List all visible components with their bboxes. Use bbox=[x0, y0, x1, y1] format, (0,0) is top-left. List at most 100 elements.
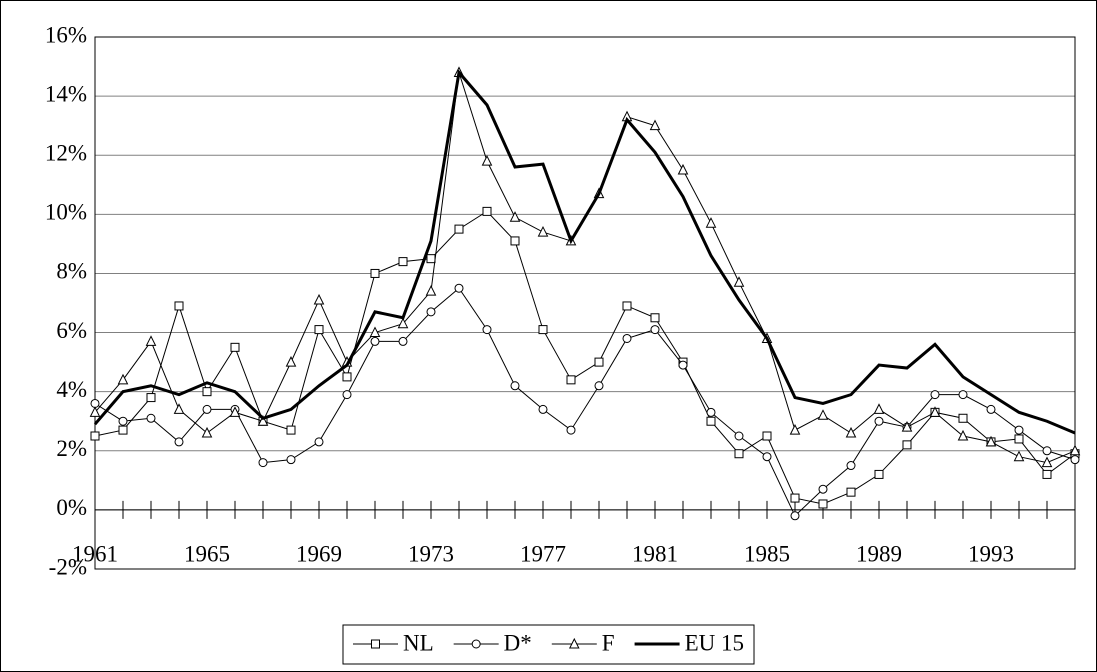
marker bbox=[985, 435, 997, 447]
legend: NL D* F EU 15 bbox=[342, 624, 755, 665]
marker bbox=[201, 426, 213, 438]
marker bbox=[481, 155, 493, 166]
y-tick-label: 8% bbox=[56, 259, 87, 284]
marker bbox=[89, 406, 101, 417]
x-tick-label: 1961 bbox=[72, 541, 118, 566]
marker bbox=[509, 211, 521, 222]
y-tick-label: 16% bbox=[45, 22, 87, 47]
marker bbox=[958, 413, 968, 423]
marker bbox=[790, 511, 800, 521]
marker bbox=[929, 406, 941, 417]
marker bbox=[229, 406, 241, 417]
marker bbox=[957, 429, 969, 441]
marker bbox=[650, 313, 660, 323]
marker bbox=[398, 336, 408, 346]
marker bbox=[1041, 456, 1053, 468]
marker bbox=[90, 431, 100, 441]
x-tick-label: 1977 bbox=[520, 541, 566, 566]
marker bbox=[622, 301, 632, 311]
marker bbox=[594, 381, 604, 391]
marker bbox=[622, 333, 632, 343]
marker bbox=[230, 342, 240, 352]
legend-box bbox=[342, 624, 755, 665]
marker bbox=[649, 119, 661, 131]
marker bbox=[482, 325, 492, 335]
marker bbox=[566, 375, 576, 385]
marker bbox=[454, 224, 464, 234]
x-tick-label: 1993 bbox=[968, 541, 1014, 566]
x-tick-label: 1989 bbox=[856, 541, 902, 566]
y-tick-label: 10% bbox=[45, 200, 87, 225]
marker bbox=[370, 268, 380, 278]
marker bbox=[510, 381, 520, 391]
marker bbox=[734, 449, 744, 459]
y-tick-label: 2% bbox=[56, 436, 87, 461]
marker bbox=[789, 423, 801, 435]
x-tick-label: 1985 bbox=[744, 541, 790, 566]
marker bbox=[677, 163, 689, 175]
marker bbox=[706, 416, 716, 426]
marker bbox=[1042, 469, 1052, 479]
marker bbox=[454, 283, 464, 293]
marker bbox=[538, 404, 548, 414]
marker bbox=[705, 217, 717, 228]
marker bbox=[173, 403, 185, 414]
series-line bbox=[94, 287, 1076, 517]
x-tick-label: 1973 bbox=[408, 541, 454, 566]
marker bbox=[762, 431, 772, 441]
marker bbox=[650, 325, 660, 335]
marker bbox=[510, 236, 520, 246]
marker bbox=[398, 257, 408, 267]
marker bbox=[342, 390, 352, 400]
marker bbox=[873, 403, 885, 414]
marker bbox=[342, 372, 352, 382]
x-tick-label: 1981 bbox=[632, 541, 678, 566]
marker bbox=[145, 335, 157, 346]
marker bbox=[762, 452, 772, 462]
marker bbox=[286, 455, 296, 465]
marker bbox=[471, 639, 481, 649]
marker bbox=[397, 317, 409, 329]
series-line bbox=[93, 69, 1076, 435]
marker bbox=[370, 336, 380, 346]
marker bbox=[285, 355, 297, 367]
marker bbox=[846, 461, 856, 471]
marker bbox=[706, 407, 716, 417]
marker bbox=[1070, 455, 1080, 465]
x-tick-label: 1969 bbox=[296, 541, 342, 566]
series-line bbox=[94, 210, 1076, 505]
marker bbox=[314, 437, 324, 447]
marker bbox=[901, 421, 913, 432]
marker bbox=[1014, 425, 1024, 435]
marker bbox=[733, 276, 745, 287]
marker bbox=[286, 425, 296, 435]
marker bbox=[566, 425, 576, 435]
marker bbox=[594, 357, 604, 367]
legend-label: NL bbox=[403, 630, 434, 655]
marker bbox=[874, 416, 884, 426]
marker bbox=[790, 493, 800, 503]
marker bbox=[117, 373, 129, 385]
marker bbox=[369, 326, 381, 338]
y-tick-label: 4% bbox=[56, 377, 87, 402]
marker bbox=[818, 484, 828, 494]
y-tick-label: 14% bbox=[45, 81, 87, 106]
marker bbox=[986, 404, 996, 414]
legend-label: F bbox=[602, 630, 615, 655]
marker bbox=[538, 325, 548, 335]
marker bbox=[202, 404, 212, 414]
marker bbox=[958, 390, 968, 400]
marker bbox=[568, 637, 580, 649]
marker bbox=[426, 307, 436, 317]
marker bbox=[874, 469, 884, 479]
marker bbox=[482, 206, 492, 216]
legend-label: EU 15 bbox=[685, 630, 744, 655]
marker bbox=[313, 293, 325, 305]
plot-border bbox=[94, 36, 1076, 570]
marker bbox=[902, 440, 912, 450]
marker bbox=[258, 458, 268, 468]
y-tick-label: 0% bbox=[56, 495, 87, 520]
marker bbox=[930, 390, 940, 400]
marker bbox=[1014, 434, 1024, 444]
